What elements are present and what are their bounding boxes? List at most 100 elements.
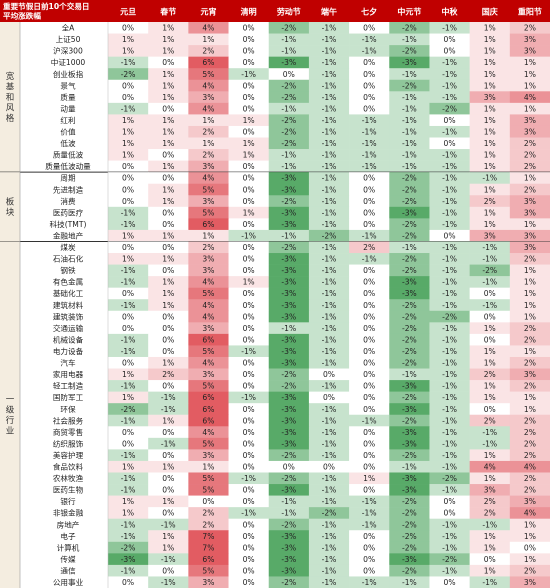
heatmap-cell <box>469 437 511 450</box>
heatmap-cell <box>148 114 189 127</box>
heatmap-cell <box>108 380 149 392</box>
heatmap-cell <box>108 484 149 496</box>
cell-value: 0% <box>122 324 134 333</box>
heatmap-cell <box>509 437 550 450</box>
row-label: 医药生物 <box>53 485 84 495</box>
cell-value: 4% <box>202 359 214 368</box>
heatmap-cell <box>349 460 390 473</box>
cell-value: 0% <box>363 312 375 321</box>
heatmap-cell <box>349 310 390 323</box>
cell-value: 0% <box>122 93 134 102</box>
cell-value: -1% <box>442 93 457 102</box>
cell-value: 2% <box>484 370 496 379</box>
heatmap-cell <box>308 507 350 519</box>
heatmap-cell <box>349 45 390 57</box>
cell-value: -1% <box>482 255 497 264</box>
heatmap-cell <box>349 356 390 369</box>
heatmap-cell <box>228 518 270 531</box>
cell-value: 4% <box>202 174 214 183</box>
heatmap-cell <box>349 253 390 265</box>
cell-value: -1% <box>322 301 337 310</box>
heatmap-cell <box>228 241 270 254</box>
row-label: 价值 <box>60 127 76 137</box>
heatmap-cell <box>469 380 511 392</box>
cell-value: 3% <box>484 231 496 240</box>
row-label: 质量 <box>60 92 76 102</box>
heatmap-cell <box>349 33 390 46</box>
group-label-char: 一 <box>6 395 15 405</box>
heatmap-cell <box>308 287 350 300</box>
cell-value: 0% <box>243 58 255 67</box>
cell-value: 1% <box>484 382 496 391</box>
heatmap-cell <box>188 68 229 81</box>
heatmap-cell <box>308 79 350 92</box>
heatmap-cell <box>188 183 229 196</box>
cell-value: 0% <box>243 301 255 310</box>
heatmap-cell <box>188 299 229 312</box>
heatmap-cell <box>268 495 310 508</box>
heatmap-cell <box>469 576 511 588</box>
cell-value: 0% <box>323 370 335 379</box>
heatmap-cell <box>429 229 470 242</box>
heatmap-cell <box>509 102 550 115</box>
cell-value: 0% <box>243 532 255 541</box>
cell-value: 3% <box>524 116 536 125</box>
cell-value: 0% <box>243 104 255 113</box>
cell-value: -1% <box>362 47 377 56</box>
cell-value: 0% <box>243 405 255 414</box>
heatmap-cell <box>429 541 470 554</box>
cell-value: -1% <box>482 578 497 587</box>
cell-value: -1% <box>121 347 136 356</box>
heatmap-cell <box>308 368 350 381</box>
heatmap-cell <box>188 507 229 519</box>
heatmap-cell <box>108 102 149 115</box>
cell-value: 2% <box>202 151 214 160</box>
heatmap-cell <box>148 206 189 219</box>
cell-value: -1% <box>362 416 377 425</box>
cell-value: -1% <box>442 81 457 90</box>
heatmap-cell <box>228 160 270 173</box>
cell-value: -1% <box>442 451 457 460</box>
heatmap-cell <box>188 576 229 588</box>
cell-value: -2% <box>402 451 417 460</box>
heatmap-cell <box>509 22 550 34</box>
cell-value: -1% <box>402 93 417 102</box>
heatmap-cell <box>469 229 511 242</box>
group-label-char: 基 <box>6 82 15 93</box>
heatmap-cell <box>308 403 350 416</box>
heatmap-cell <box>268 484 310 496</box>
cell-value: -3% <box>281 543 296 552</box>
heatmap-cell <box>108 426 149 439</box>
heatmap-cell <box>469 160 511 173</box>
heatmap-cell <box>429 206 470 219</box>
cell-value: 1% <box>122 463 134 472</box>
cell-value: -1% <box>322 208 337 217</box>
heatmap-cell <box>429 137 470 150</box>
cell-value: 0% <box>243 370 255 379</box>
heatmap-cell <box>429 564 470 577</box>
cell-value: -1% <box>442 197 457 206</box>
heatmap-cell <box>188 541 229 554</box>
cell-value: 1% <box>202 231 214 240</box>
cell-value: 0% <box>162 104 174 113</box>
cell-value: 0% <box>363 532 375 541</box>
cell-value: 2% <box>202 520 214 529</box>
heatmap-cell <box>349 241 390 254</box>
heatmap-cell <box>509 253 550 265</box>
cell-value: -1% <box>322 289 337 298</box>
cell-value: 5% <box>202 382 214 391</box>
heatmap-cell <box>349 345 390 358</box>
heatmap-cell <box>469 449 511 462</box>
heatmap-cell <box>469 460 511 473</box>
heatmap-cell <box>308 553 350 566</box>
heatmap-cell <box>389 333 430 346</box>
cell-value: 2% <box>524 382 536 391</box>
cell-value: 5% <box>202 347 214 356</box>
heatmap-cell <box>429 218 470 231</box>
heatmap-cell <box>108 137 149 150</box>
heatmap-cell <box>509 149 550 161</box>
cell-value: -2% <box>402 335 417 344</box>
cell-value: -2% <box>402 255 417 264</box>
cell-value: -2% <box>322 231 337 240</box>
